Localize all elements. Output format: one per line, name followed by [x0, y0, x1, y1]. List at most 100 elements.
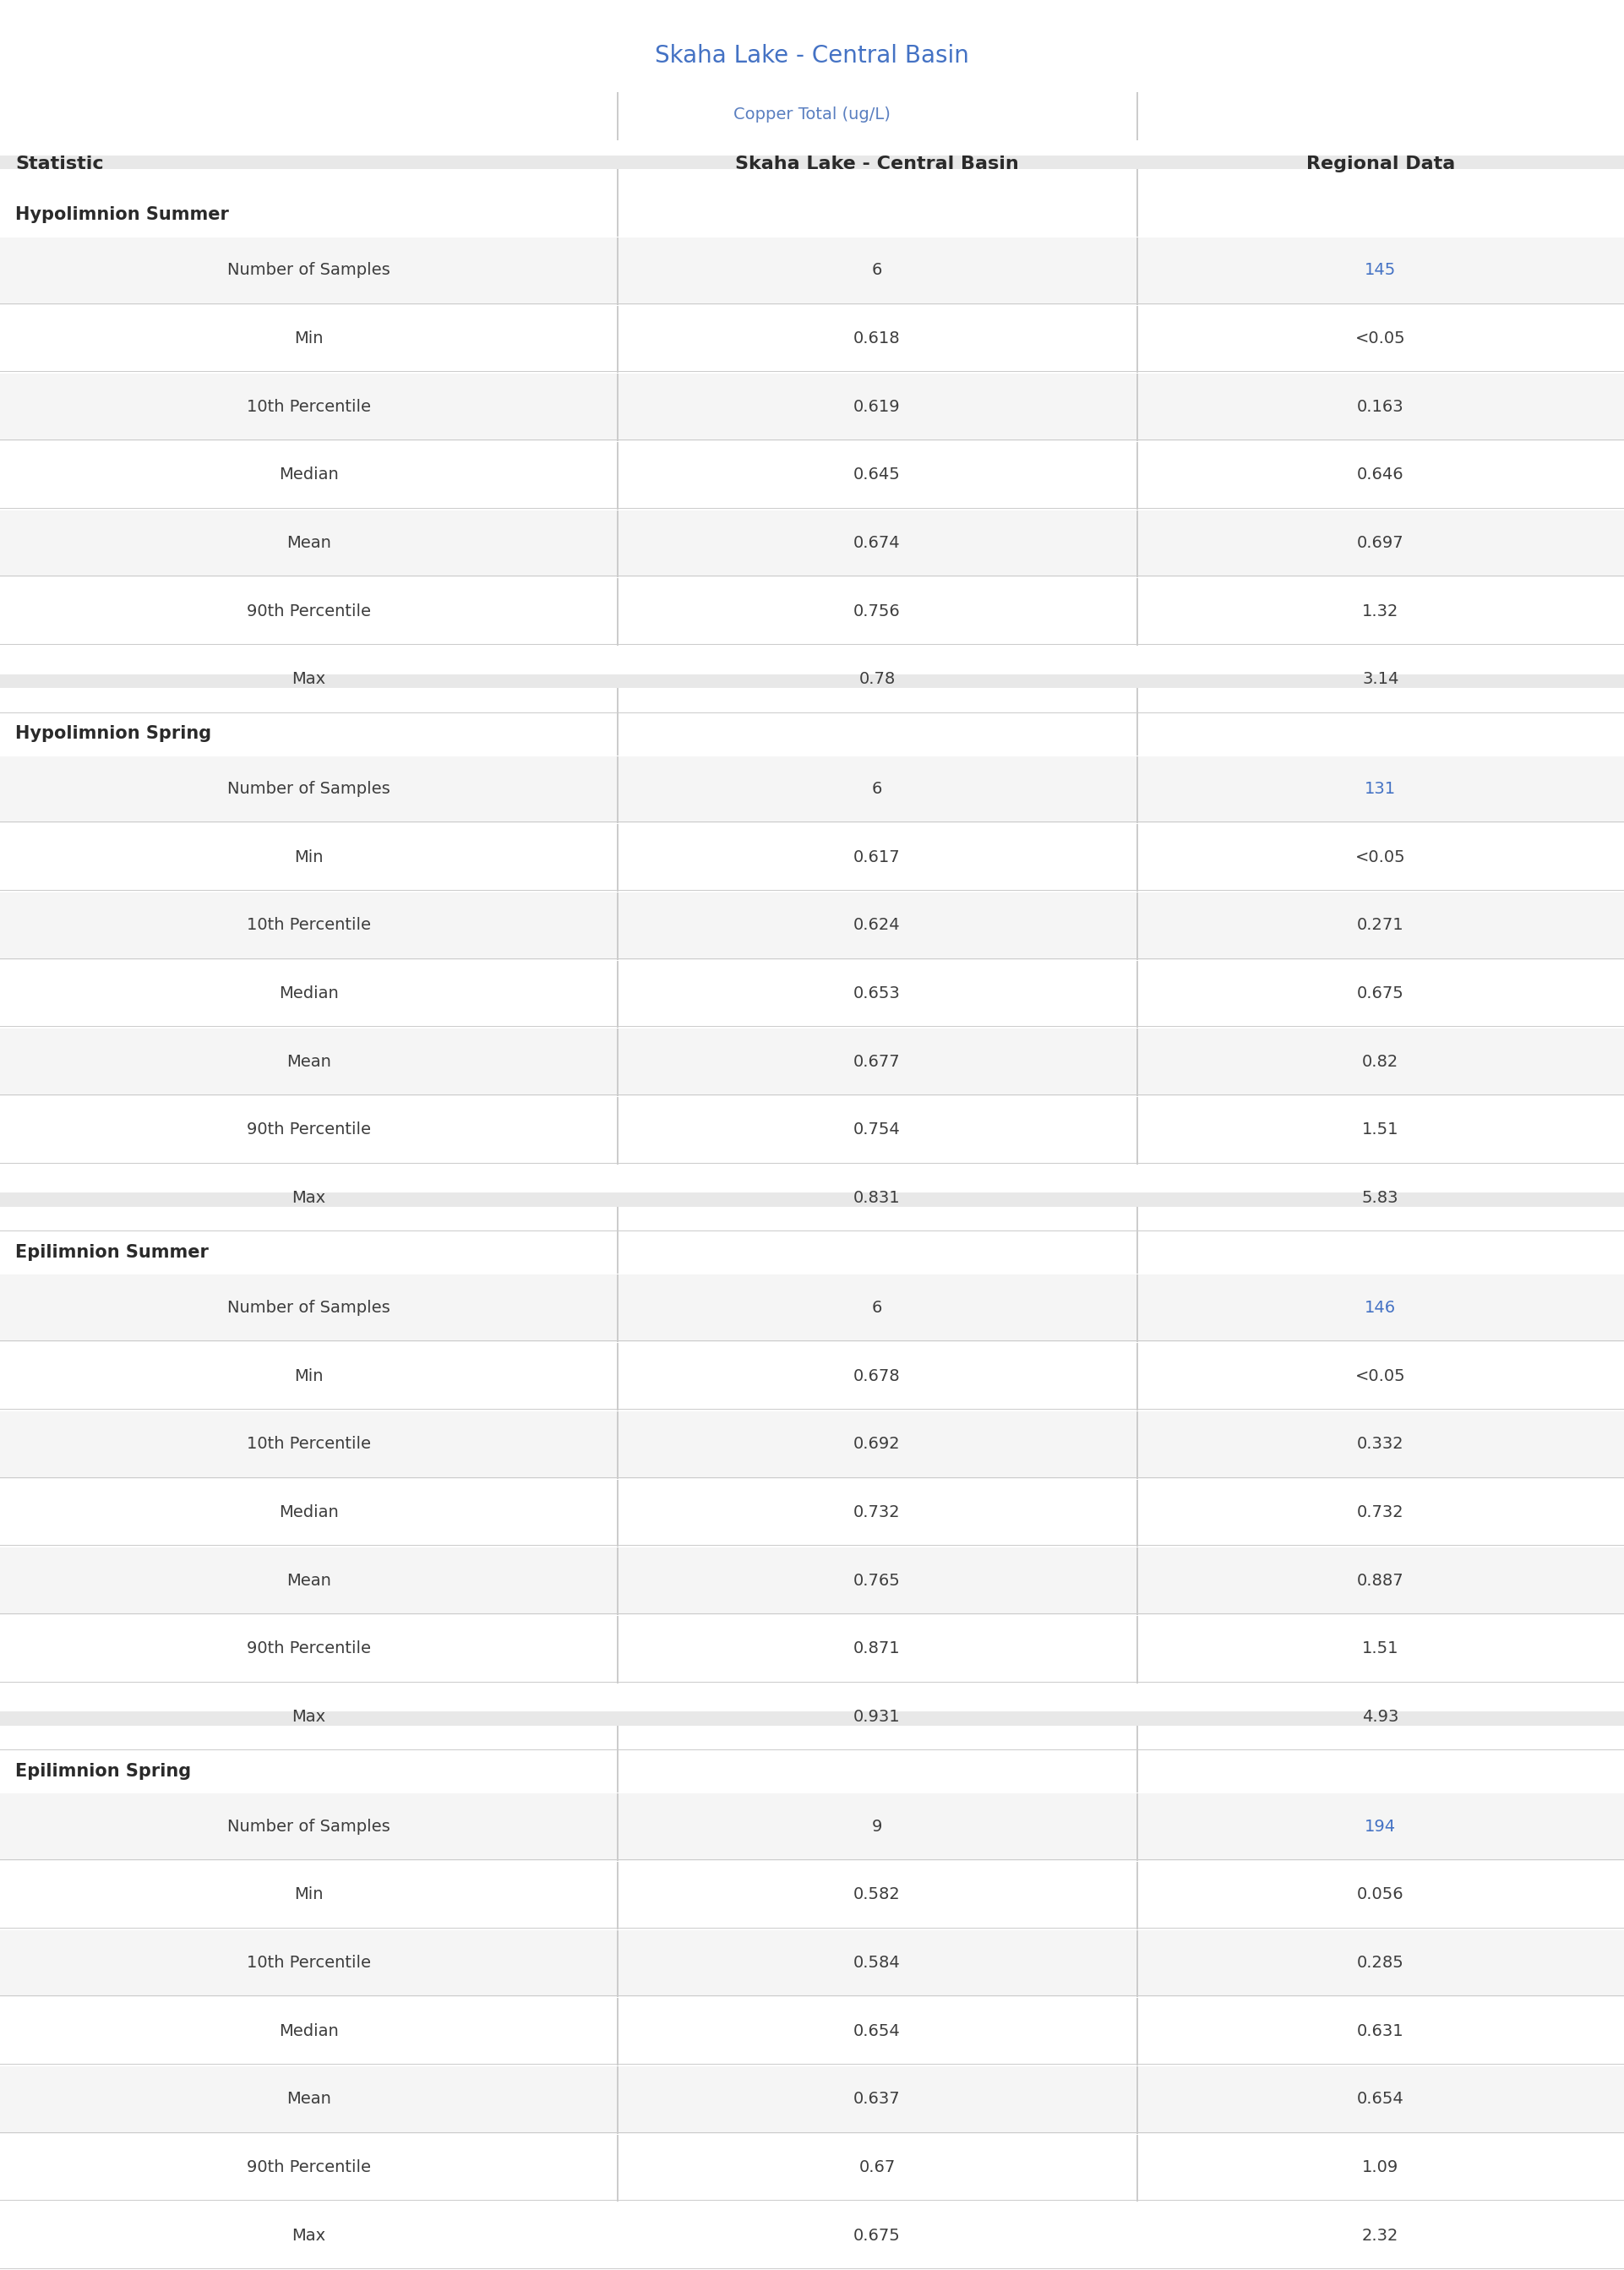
Text: Median: Median: [279, 2023, 338, 2038]
Text: 0.584: 0.584: [853, 1954, 901, 1970]
Text: Min: Min: [294, 1886, 323, 1902]
Bar: [0, 0, 1624, 16]
Bar: [0, 1998, 1624, 2066]
Text: 0.678: 0.678: [854, 1369, 900, 1385]
Text: 10th Percentile: 10th Percentile: [247, 917, 370, 933]
Text: 0.271: 0.271: [1358, 917, 1403, 933]
Text: 0.677: 0.677: [854, 1053, 900, 1069]
Text: Number of Samples: Number of Samples: [227, 781, 390, 797]
Text: 90th Percentile: 90th Percentile: [247, 604, 370, 620]
Text: Number of Samples: Number of Samples: [227, 1818, 390, 1834]
Bar: [0, 2134, 1624, 2202]
Bar: [0, 1793, 1624, 1861]
Bar: [0, 1712, 1624, 1752]
Text: 0.619: 0.619: [854, 400, 900, 415]
Text: 90th Percentile: 90th Percentile: [247, 2159, 370, 2175]
Text: 90th Percentile: 90th Percentile: [247, 1121, 370, 1137]
Bar: [0, 443, 1624, 508]
Text: 6: 6: [872, 263, 882, 279]
Text: 0.675: 0.675: [1356, 985, 1405, 1001]
Text: 0.332: 0.332: [1358, 1437, 1403, 1453]
Text: Median: Median: [279, 468, 338, 484]
Bar: [0, 1725, 1624, 1793]
Bar: [0, 1412, 1624, 1478]
Text: Max: Max: [292, 672, 325, 688]
Text: <0.05: <0.05: [1354, 849, 1406, 865]
Text: 0.754: 0.754: [853, 1121, 901, 1137]
Text: 0.631: 0.631: [1358, 2023, 1403, 2038]
Bar: [0, 157, 1624, 195]
Text: 2.32: 2.32: [1363, 2227, 1398, 2243]
Text: 1.51: 1.51: [1363, 1121, 1398, 1137]
Text: 0.82: 0.82: [1363, 1053, 1398, 1069]
Text: Number of Samples: Number of Samples: [227, 263, 390, 279]
Text: 131: 131: [1364, 781, 1397, 797]
Text: 1.09: 1.09: [1363, 2159, 1398, 2175]
Text: 0.871: 0.871: [854, 1641, 900, 1657]
Text: 9: 9: [872, 1818, 882, 1834]
Text: Max: Max: [292, 1709, 325, 1725]
Text: Median: Median: [279, 1505, 338, 1521]
Text: Min: Min: [294, 1369, 323, 1385]
Bar: [0, 182, 1624, 188]
Text: 145: 145: [1364, 263, 1397, 279]
Text: 0.732: 0.732: [854, 1505, 900, 1521]
Text: 0.931: 0.931: [854, 1709, 900, 1725]
Text: 0.692: 0.692: [854, 1437, 900, 1453]
Bar: [0, 306, 1624, 372]
Text: 0.654: 0.654: [1356, 2091, 1405, 2107]
Text: Copper Total (ug/L): Copper Total (ug/L): [734, 107, 890, 123]
Bar: [0, 1548, 1624, 1614]
Text: Epilimnion Spring: Epilimnion Spring: [15, 1764, 192, 1780]
Text: Epilimnion Summer: Epilimnion Summer: [15, 1244, 208, 1260]
Text: Min: Min: [294, 331, 323, 347]
Text: 0.646: 0.646: [1358, 468, 1403, 484]
Text: 1.32: 1.32: [1363, 604, 1398, 620]
Text: 0.674: 0.674: [854, 536, 900, 552]
Bar: [0, 1344, 1624, 1410]
Bar: [0, 57, 1624, 95]
Bar: [0, 1616, 1624, 1682]
Text: Mean: Mean: [286, 2091, 331, 2107]
Bar: [0, 1028, 1624, 1096]
Text: 0.831: 0.831: [854, 1189, 900, 1205]
Text: 0.67: 0.67: [859, 2159, 895, 2175]
Text: 10th Percentile: 10th Percentile: [247, 1437, 370, 1453]
Bar: [0, 1194, 1624, 1233]
Bar: [0, 1930, 1624, 1998]
Text: Mean: Mean: [286, 536, 331, 552]
Text: 1.51: 1.51: [1363, 1641, 1398, 1657]
Bar: [0, 238, 1624, 304]
Text: 146: 146: [1364, 1301, 1397, 1317]
Text: 0.624: 0.624: [854, 917, 900, 933]
Text: Number of Samples: Number of Samples: [227, 1301, 390, 1317]
Bar: [0, 756, 1624, 824]
Text: Max: Max: [292, 1189, 325, 1205]
Text: 194: 194: [1364, 1818, 1397, 1834]
Text: 0.765: 0.765: [853, 1573, 901, 1589]
Text: Statistic: Statistic: [15, 157, 104, 173]
Text: 0.654: 0.654: [853, 2023, 901, 2038]
Text: 0.78: 0.78: [859, 672, 895, 688]
Text: 10th Percentile: 10th Percentile: [247, 1954, 370, 1970]
Text: Median: Median: [279, 985, 338, 1001]
Bar: [0, 579, 1624, 645]
Text: 0.675: 0.675: [853, 2227, 901, 2243]
Bar: [0, 1276, 1624, 1342]
Text: 0.163: 0.163: [1358, 400, 1403, 415]
Text: Mean: Mean: [286, 1053, 331, 1069]
Text: 0.732: 0.732: [1358, 1505, 1403, 1521]
Bar: [0, 93, 1624, 141]
Bar: [0, 824, 1624, 892]
Text: 6: 6: [872, 1301, 882, 1317]
Text: Hypolimnion Spring: Hypolimnion Spring: [15, 726, 211, 742]
Text: 0.697: 0.697: [1358, 536, 1403, 552]
Bar: [0, 127, 1624, 134]
Text: Mean: Mean: [286, 1573, 331, 1589]
Bar: [0, 960, 1624, 1028]
Text: 5.83: 5.83: [1363, 1189, 1398, 1205]
Text: 0.637: 0.637: [854, 2091, 900, 2107]
Text: 0.887: 0.887: [1358, 1573, 1403, 1589]
Text: 0.756: 0.756: [853, 604, 901, 620]
Bar: [0, 892, 1624, 960]
